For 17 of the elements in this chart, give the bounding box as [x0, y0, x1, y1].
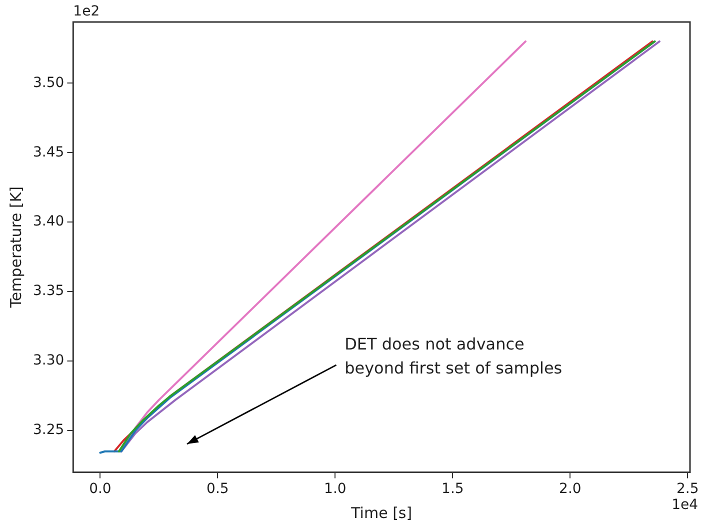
x-tick-label: 1.0	[324, 481, 346, 498]
x-tick-label: 2.5	[676, 481, 699, 498]
x-tick-label: 2.0	[559, 481, 582, 498]
text: 1e2	[73, 4, 100, 20]
annotation: DET does not advance beyond first set of samples	[344, 334, 562, 378]
x-axis-title: Time [s]	[350, 504, 412, 522]
y-tick-label: 3.40	[33, 214, 64, 230]
y-tick-label: 3.30	[33, 352, 64, 369]
y-tick-label: 3.45	[33, 144, 64, 160]
y-tick-label: 3.50	[33, 74, 64, 91]
y-tick-label: 3.25	[33, 422, 64, 438]
x-tick-label: 0.5	[206, 481, 229, 498]
text: 1e4	[672, 496, 698, 513]
x-tick-label: 0.0	[89, 481, 112, 498]
y-axis-title: Temperature [K]	[6, 186, 25, 309]
y-tick-label: 3.35	[33, 283, 64, 300]
x-tick-label: 1.5	[442, 481, 464, 498]
